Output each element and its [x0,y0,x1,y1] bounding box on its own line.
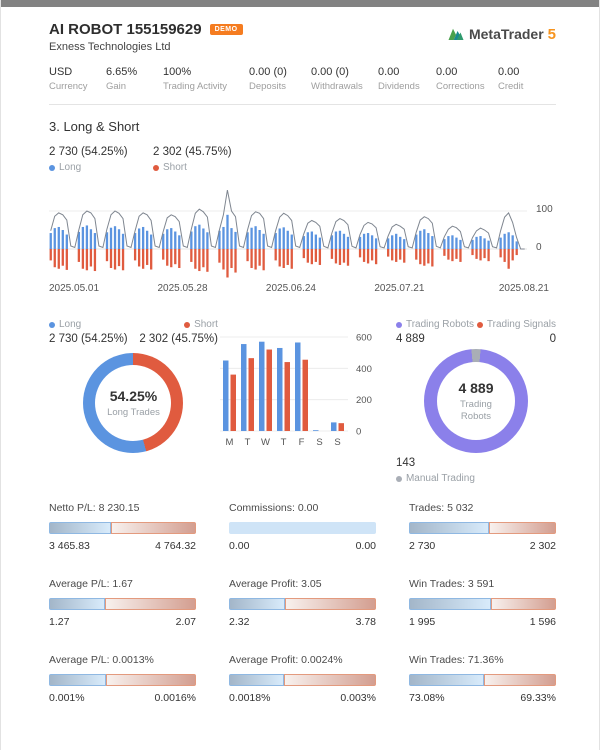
trading-robots-donut-module: Trading Robots Trading Signals 4 889 0 4… [395,319,556,484]
weekday-long-bars [222,341,337,432]
demo-badge: DEMO [209,24,243,35]
stat-trades: Trades: 5 032 2 730 2 302 [409,502,556,552]
svg-text:S: S [316,437,322,448]
stat-win-trades: Win Trades: 3 591 1 995 1 596 [409,578,556,628]
donut-short-value: 2 302 (45.75%) [139,333,218,345]
metatrader-logo-icon [448,28,464,40]
win-trades-pct-bar [409,674,556,686]
stat-average-pl-pct: Average P/L: 0.0013% 0.001% 0.0016% [49,654,196,704]
metatrader-brand: MetaTrader 5 [447,25,556,43]
trading-robots-donut: 4 889 Trading Robots [423,349,528,453]
svg-text:200: 200 [356,395,372,406]
weekday-bar-chart-module: 0 200 400 600 M T W T F S S [218,319,396,484]
short-dot-icon [184,321,191,328]
long-short-donut-module: Long Short 2 730 (54.25%) 2 302 (45.75%)… [49,319,218,484]
win-trades-bar [409,598,556,610]
stat-win-trades-pct: Win Trades: 71.36% 73.08% 69.33% [409,654,556,704]
long-short-legend: 2 730 (54.25%) Long 2 302 (45.75%) Short [49,146,556,173]
daily-chart-x-axis: 2025.05.01 2025.05.28 2025.06.24 2025.07.21… [49,283,556,297]
svg-text:F: F [299,437,305,448]
activity-line-series [50,190,525,250]
long-bars-series [49,214,518,249]
x-axis-date-label: 2025.06.24 [265,283,316,294]
stat-average-profit: Average Profit: 3.05 2.32 3.78 [229,578,376,628]
svg-text:600: 600 [356,333,372,344]
svg-text:W: W [261,437,270,448]
stat-gain: 6.65% Gain [106,66,138,92]
donut-long-value: 2 730 (54.25%) [49,333,128,345]
stat-commissions: Commissions: 0.00 0.00 0.00 [229,502,376,552]
signals-dot-icon [476,321,483,328]
long-trades-donut: 54.25% Long Trades [83,353,184,453]
svg-text:M: M [226,437,234,448]
stat-withdrawals: 0.00 (0) Withdrawals [311,66,363,92]
short-dot-icon [153,164,159,171]
stat-trading-activity: 100% Trading Activity [163,66,228,92]
legend-trading-signals: Trading Signals [476,319,556,330]
long-trades-pct: 54.25% [109,387,158,404]
long-dot-icon [49,164,55,171]
x-axis-date-label: 2025.05.28 [157,283,208,294]
long-dot-icon [49,321,55,328]
brand-version: 5 [547,25,556,43]
stat-netto-pl: Netto P/L: 8 230.15 3 465.83 4 764.32 [49,502,196,552]
daily-chart-canvas [49,190,527,278]
x-axis-date-label: 2025.08.21 [498,283,549,294]
section-title-long-short: 3. Long & Short [49,119,140,134]
account-title: AI ROBOT 155159629 [49,21,202,38]
long-trades-label: Long Trades [107,406,160,418]
daily-chart-ytick-0: 0 [536,242,542,253]
stat-average-pl: Average P/L: 1.67 1.27 2.07 [49,578,196,628]
donut-legend-long: Long [49,319,81,330]
page-top-strip [1,0,599,7]
daily-long-short-chart: 100 0 2025.05.01 2025.05.28 2025.06.24 2025… [49,183,556,299]
legend-trading-robots: Trading Robots [395,319,474,330]
x-axis-date-label: 2025.07.21 [374,283,425,294]
donut-legend-short: Short [184,319,218,330]
stat-dividends: 0.00 Dividends [378,66,420,92]
long-total: 2 730 (54.25%) [49,146,128,158]
robots-dot-icon [395,321,402,328]
robots-center-value: 4 889 [458,379,494,396]
robots-center-label: Trading Robots [460,398,492,422]
manual-trading-count: 143 [395,457,416,469]
average-pl-bar [49,598,196,610]
stat-credit: 0.00 Credit [498,66,524,92]
stat-deposits: 0.00 (0) Deposits [249,66,287,92]
svg-text:400: 400 [356,364,372,375]
broker-name: Exness Technologies Ltd [49,41,171,53]
trades-bar [409,522,556,534]
svg-text:S: S [334,437,340,448]
x-axis-date-label: 2025.05.01 [49,283,100,294]
average-profit-pct-bar [229,674,376,686]
commissions-bar [229,522,376,534]
short-total: 2 302 (45.75%) [153,146,232,158]
average-profit-bar [229,598,376,610]
netto-pl-bar [49,522,196,534]
stat-average-profit-pct: Average Profit: 0.0024% 0.0018% 0.003% [229,654,376,704]
mid-charts-section: Long Short 2 730 (54.25%) 2 302 (45.75%)… [49,319,556,484]
robots-count: 4 889 [395,333,425,345]
legend-manual-trading: Manual Trading [395,473,556,484]
weekday-short-bars [230,349,344,431]
svg-text:T: T [281,437,287,448]
stat-bars-grid: Netto P/L: 8 230.15 3 465.83 4 764.32 Com… [49,502,556,704]
daily-chart-ytick-100: 100 [536,204,553,215]
signals-count: 0 [549,333,556,345]
report-header: AI ROBOT 155159629 DEMO Exness Technolog… [49,7,556,53]
stat-corrections: 0.00 Corrections [436,66,485,92]
average-pl-pct-bar [49,674,196,686]
account-stats-row: USD Currency 6.65% Gain 100% Trading Act… [49,66,556,105]
manual-dot-icon [395,475,402,482]
stat-currency: USD Currency [49,66,88,92]
svg-text:0: 0 [356,427,361,438]
svg-text:T: T [245,437,251,448]
brand-name: MetaTrader [468,26,544,42]
short-bars-series [49,249,518,278]
